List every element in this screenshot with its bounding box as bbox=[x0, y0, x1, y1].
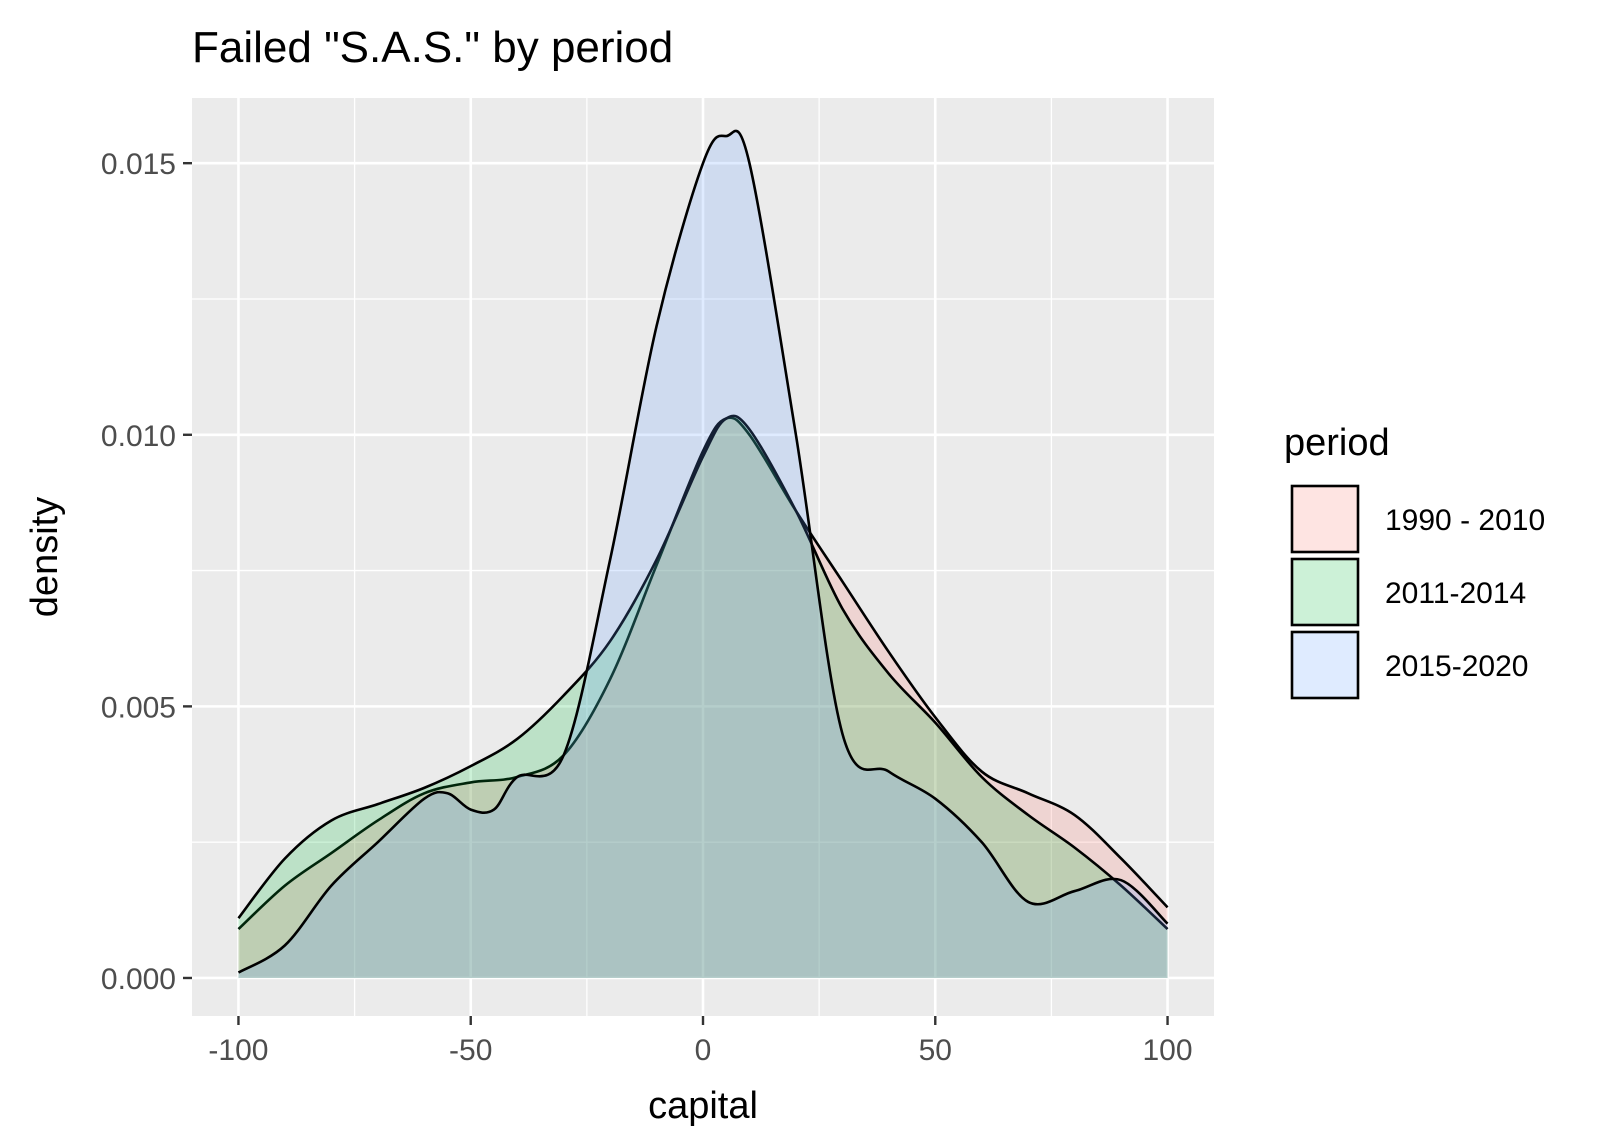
density-area-2011-2014 bbox=[238, 415, 1168, 978]
y-tick-label: 0.000 bbox=[101, 963, 176, 996]
legend-items: 1990 - 2010 2011-2014 2015-2020 bbox=[1290, 484, 1545, 700]
legend-key-swatch bbox=[1290, 630, 1360, 700]
x-tick-label: 0 bbox=[695, 1034, 712, 1067]
x-axis: -100 -50 0 50 100 bbox=[208, 1016, 1193, 1067]
x-tick-label: 100 bbox=[1143, 1034, 1193, 1067]
density-area-2015-2020 bbox=[238, 130, 1168, 978]
x-axis-title: capital bbox=[648, 1085, 758, 1127]
x-tick-label: -100 bbox=[208, 1034, 268, 1067]
density-area-1990-2010 bbox=[238, 417, 1168, 978]
legend: period 1990 - 2010 2011-2014 2015-2020 bbox=[1284, 422, 1545, 700]
legend-label: 2015-2020 bbox=[1385, 650, 1528, 683]
density-areas bbox=[237, 129, 1169, 978]
x-tick-label: 50 bbox=[919, 1034, 952, 1067]
x-tick-label: -50 bbox=[449, 1034, 492, 1067]
y-tick-label: 0.005 bbox=[101, 691, 176, 724]
grid-major bbox=[192, 98, 1214, 1016]
density-line-2015-2020 bbox=[237, 129, 1169, 974]
chart-title: Failed "S.A.S." by period bbox=[192, 23, 673, 72]
legend-key-bg bbox=[1292, 486, 1358, 552]
y-axis-title: density bbox=[24, 497, 66, 617]
y-tick-label: 0.015 bbox=[101, 148, 176, 181]
density-line-2011-2014 bbox=[237, 414, 1169, 931]
legend-label: 2011-2014 bbox=[1385, 577, 1526, 610]
legend-key-swatch bbox=[1290, 484, 1360, 554]
legend-key-swatch bbox=[1290, 557, 1360, 627]
legend-label: 1990 - 2010 bbox=[1385, 504, 1545, 537]
y-axis: 0.000 0.005 0.010 0.015 bbox=[101, 148, 192, 996]
density-line-1990-2010 bbox=[237, 416, 1169, 931]
y-tick-label: 0.010 bbox=[101, 420, 176, 453]
legend-key-bg bbox=[1292, 632, 1358, 698]
legend-key-bg bbox=[1292, 559, 1358, 625]
legend-title: period bbox=[1284, 422, 1390, 464]
